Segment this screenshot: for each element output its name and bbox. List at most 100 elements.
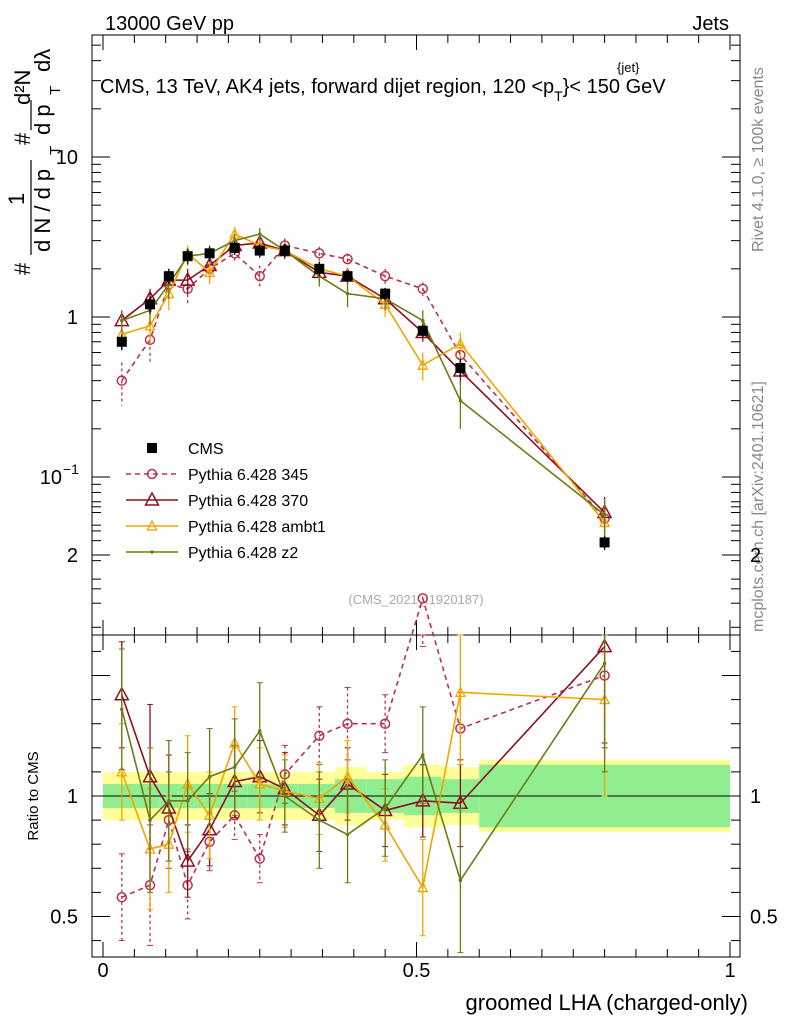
legend-marker-p345 <box>146 468 158 480</box>
legend-label-ambt1: Pythia 6.428 ambt1 <box>188 519 326 536</box>
legend-marker-ambt1 <box>146 519 158 531</box>
legend-marker-z2 <box>150 550 154 554</box>
ylabel-hash1: # <box>10 262 35 275</box>
data-point-z2 <box>257 232 262 236</box>
plot-title: CMS, 13 TeV, AK4 jets, forward dijet reg… <box>100 60 666 104</box>
ratio-line-z2 <box>121 663 606 883</box>
ratio-point-p345 <box>254 853 265 864</box>
data-point-p345 <box>254 270 265 282</box>
data-point-z2 <box>167 282 171 287</box>
main-y-tick-label: 10 <box>56 147 78 169</box>
data-point-z2 <box>420 318 425 323</box>
data-point-p345 <box>379 270 391 282</box>
legend-item-p345: Pythia 6.428 345 <box>126 467 308 484</box>
main-y-axis-title: # 1 d N / d p T # d²N d p T dλ <box>4 49 64 275</box>
ratio-point-z2 <box>602 661 607 666</box>
data-point-cms <box>342 271 353 282</box>
ratio-line-p370 <box>121 646 606 863</box>
title-end: }< 150 GeV <box>563 76 667 98</box>
data-point-ambt1 <box>454 337 466 349</box>
legend-marker-p370 <box>144 491 160 506</box>
data-point-cms <box>229 242 240 253</box>
ylabel-d2n: d²N <box>10 70 35 105</box>
ratio-y-tick-label-right: 1 <box>750 786 761 808</box>
data-point-cms <box>380 288 391 299</box>
data-point-cms <box>314 263 325 274</box>
ratio-point-z2 <box>345 832 350 837</box>
data-point-ambt1 <box>204 265 216 278</box>
ratio-point-p370 <box>179 852 196 867</box>
data-point-cms <box>145 299 156 310</box>
data-point-z2 <box>458 398 463 403</box>
ratio-y-axis-title: Ratio to CMS <box>25 751 42 840</box>
main-y-tick-label: 1 <box>67 307 78 329</box>
data-point-p345 <box>314 248 325 259</box>
ratio-y-tick-label: 1 <box>67 786 78 808</box>
ylabel-hash2: # <box>10 132 35 145</box>
ratio-point-z2 <box>120 707 124 712</box>
title-sup: {jet} <box>617 60 640 75</box>
process-label: Jets <box>692 13 729 35</box>
legend-label-p370: Pythia 6.428 370 <box>188 493 308 510</box>
data-point-ambt1 <box>417 358 429 370</box>
series-line-ambt1 <box>121 233 606 523</box>
data-point-cms <box>455 363 466 374</box>
series-p370 <box>114 234 613 533</box>
ylabel-dlambda: dλ <box>30 49 55 72</box>
legend: CMS Pythia 6.428 345 Pythia 6.428 370 Pythi… <box>126 441 326 562</box>
legend-label-cms: CMS <box>188 441 224 458</box>
ratio-point-ambt1 <box>341 770 354 782</box>
ratio-point-ambt1 <box>454 685 466 698</box>
data-point-z2 <box>120 318 124 323</box>
series-p345 <box>116 238 610 533</box>
ratio-y-tick-label-right: 2 <box>750 545 761 567</box>
ratio-point-z2 <box>207 774 212 779</box>
legend-item-z2: Pythia 6.428 z2 <box>126 545 298 562</box>
legend-item-ambt1: Pythia 6.428 ambt1 <box>126 519 326 536</box>
ratio-point-p370 <box>415 792 431 807</box>
ratio-point-ambt1 <box>116 765 128 777</box>
ratio-line-p345 <box>121 595 605 898</box>
ratio-point-z2 <box>148 818 152 822</box>
data-point-cms <box>116 336 127 347</box>
data-point-z2 <box>232 238 237 243</box>
ratio-point-p345 <box>116 891 128 903</box>
ratio-axis-ticks: 0.5 0.5 1 1 2 2 0 0.5 1 <box>50 506 778 982</box>
legend-marker-cms <box>147 443 157 453</box>
ratio-point-z2 <box>257 729 262 733</box>
ratio-point-ambt1 <box>417 881 429 893</box>
energy-label: 13000 GeV pp <box>105 13 234 35</box>
data-point-cms <box>182 251 193 262</box>
x-tick-label: 0 <box>97 960 108 982</box>
data-point-p370 <box>179 271 196 286</box>
x-tick-label: 0.5 <box>403 960 431 982</box>
legend-label-z2: Pythia 6.428 z2 <box>188 545 298 562</box>
data-point-cms <box>599 537 610 548</box>
main-y-tick-exponent: −1 <box>63 461 79 477</box>
data-point-p345 <box>417 283 429 295</box>
ratio-point-z2 <box>317 818 322 822</box>
data-point-p345 <box>116 375 128 386</box>
ratio-series-z2 <box>118 634 608 954</box>
data-point-z2 <box>345 291 350 296</box>
analysis-id-label: (CMS_2021_I1920187) <box>348 592 483 607</box>
ratio-point-z2 <box>283 794 287 798</box>
svg-text:CMS, 13 TeV, AK4 jets, forward: CMS, 13 TeV, AK4 jets, forward dijet reg… <box>100 76 666 104</box>
ratio-point-z2 <box>232 765 237 769</box>
ratio-point-z2 <box>185 799 190 803</box>
ratio-point-p345 <box>379 718 391 729</box>
x-tick-label: 1 <box>724 960 735 982</box>
data-point-cms <box>417 325 428 336</box>
ratio-point-z2 <box>383 806 387 810</box>
legend-label-p345: Pythia 6.428 345 <box>188 467 308 484</box>
main-series-layer <box>114 227 613 550</box>
ylabel-dp: d p <box>30 104 55 135</box>
ratio-point-z2 <box>458 878 463 883</box>
data-point-ambt1 <box>144 319 156 331</box>
ratio-series-layer <box>114 593 613 954</box>
data-point-z2 <box>317 274 322 278</box>
ratio-y-tick-label: 0.5 <box>50 907 78 929</box>
ylabel-sub-t1: T <box>47 146 64 155</box>
